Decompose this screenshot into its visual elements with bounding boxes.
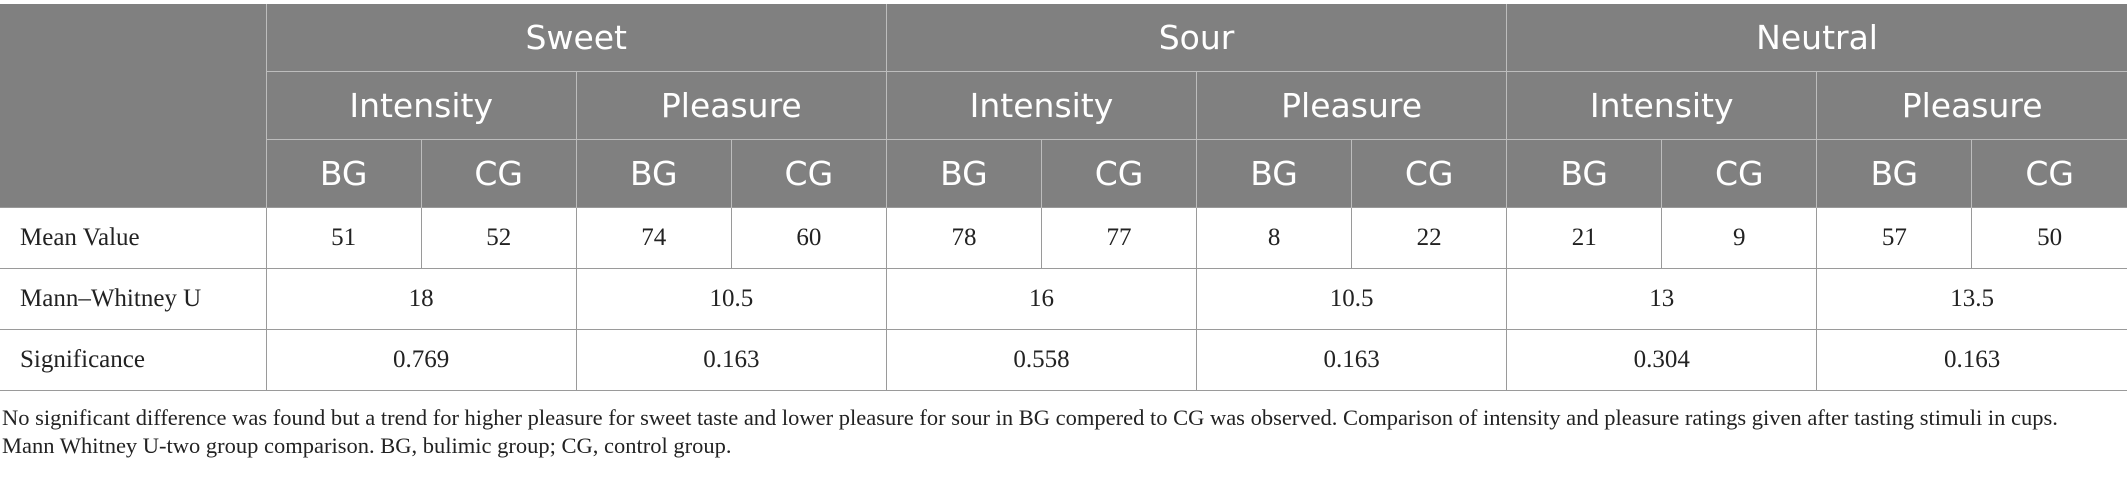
taste-rating-table: Sweet Sour Neutral Intensity Pleasure In… — [0, 4, 2127, 391]
table-cell: 77 — [1040, 207, 1197, 269]
table-cell: 0.163 — [1196, 329, 1507, 391]
header-subgroup: CG — [1661, 139, 1817, 208]
header-row-subgroups: BG CG BG CG BG CG BG CG BG CG BG CG — [0, 139, 2127, 208]
table-cell: 52 — [420, 207, 577, 269]
header-measure: Intensity — [1506, 71, 1817, 140]
table-row-mean-value: Mean Value 51 52 74 60 78 77 8 22 21 9 5… — [0, 207, 2127, 269]
header-row-groups: Sweet Sour Neutral — [0, 4, 2127, 208]
table-cell: 74 — [575, 207, 732, 269]
table-cell: 13.5 — [1816, 268, 2127, 330]
table-cell: 78 — [885, 207, 1042, 269]
header-measure: Intensity — [885, 71, 1197, 140]
table-row-mann-whitney: Mann–Whitney U 18 10.5 16 10.5 13 13.5 — [0, 268, 2127, 330]
table-cell: 21 — [1506, 207, 1662, 269]
table-cell: 8 — [1196, 207, 1352, 269]
header-measure: Pleasure — [1816, 71, 2127, 140]
table-cell: 0.163 — [1816, 329, 2127, 391]
table-cell: 9 — [1661, 207, 1817, 269]
table-cell: 60 — [730, 207, 887, 269]
results-table-container: Sweet Sour Neutral Intensity Pleasure In… — [0, 4, 2127, 391]
header-measure: Pleasure — [575, 71, 887, 140]
table-row-significance: Significance 0.769 0.163 0.558 0.163 0.3… — [0, 329, 2127, 391]
row-label: Mean Value — [0, 207, 267, 269]
header-subgroup: BG — [265, 139, 422, 208]
header-measure: Pleasure — [1196, 71, 1507, 140]
table-cell: 10.5 — [1196, 268, 1507, 330]
table-cell: 0.163 — [575, 329, 887, 391]
table-cell: 22 — [1351, 207, 1507, 269]
table-cell: 16 — [885, 268, 1197, 330]
table-cell: 50 — [1971, 207, 2127, 269]
header-subgroup: CG — [1971, 139, 2127, 208]
table-cell: 10.5 — [575, 268, 887, 330]
table-cell: 0.558 — [885, 329, 1197, 391]
row-label: Mann–Whitney U — [0, 268, 267, 330]
header-subgroup: BG — [575, 139, 732, 208]
header-subgroup: BG — [1506, 139, 1662, 208]
table-cell: 13 — [1506, 268, 1817, 330]
header-group-sour: Sour — [885, 4, 1507, 72]
table-caption: No significant difference was found but … — [2, 405, 2058, 458]
header-subgroup: CG — [420, 139, 577, 208]
table-cell: 0.769 — [265, 329, 577, 391]
table-cell: 57 — [1816, 207, 1972, 269]
header-measure: Intensity — [265, 71, 577, 140]
header-group-neutral: Neutral — [1506, 4, 2127, 72]
header-subgroup: BG — [1196, 139, 1352, 208]
header-subgroup: BG — [885, 139, 1042, 208]
header-subgroup: CG — [1351, 139, 1507, 208]
row-label: Significance — [0, 329, 267, 391]
table-cell: 0.304 — [1506, 329, 1817, 391]
table-cell: 51 — [265, 207, 422, 269]
header-group-sweet: Sweet — [265, 4, 887, 72]
header-row-measures: Intensity Pleasure Intensity Pleasure In… — [0, 71, 2127, 140]
header-subgroup: CG — [730, 139, 887, 208]
header-subgroup: CG — [1040, 139, 1197, 208]
header-subgroup: BG — [1816, 139, 1972, 208]
table-cell: 18 — [265, 268, 577, 330]
header-corner — [0, 4, 267, 208]
